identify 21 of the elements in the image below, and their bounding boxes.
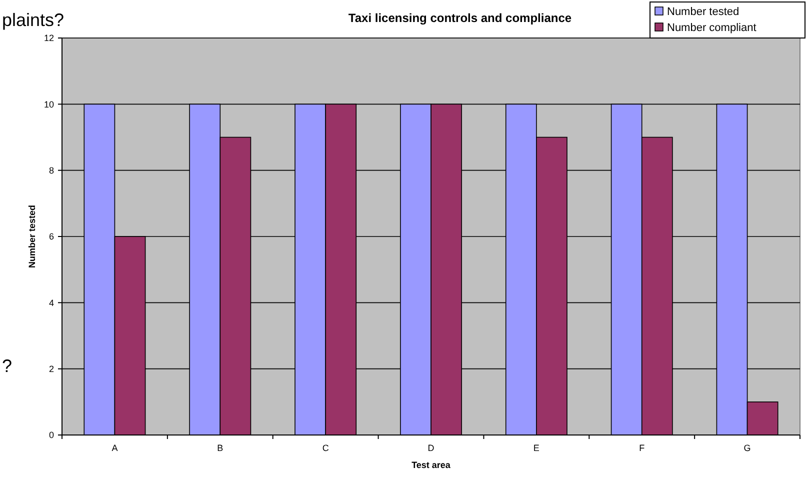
x-tick-label: G [744, 443, 751, 453]
x-tick-label: F [639, 443, 646, 453]
x-tick-label: C [322, 443, 330, 453]
text: plaints? [2, 10, 64, 30]
y-tick-label: 12 [44, 33, 54, 44]
x-axis-title: Test area [412, 460, 452, 470]
y-tick-label: 10 [44, 99, 54, 110]
y-tick-label: 2 [48, 364, 54, 374]
x-tick-label: B [217, 443, 224, 453]
y-tick-label: 8 [48, 165, 54, 176]
y-axis-title: Number tested [27, 204, 37, 268]
legend-label: Number tested [667, 6, 740, 18]
chart-title: Taxi licensing controls and compliance [348, 11, 572, 25]
x-tick-label: A [112, 443, 118, 453]
x-tick-label: D [428, 443, 435, 453]
x-tick-label: E [533, 443, 540, 453]
text: ? [2, 356, 12, 376]
legend-label: Number compliant [667, 22, 756, 34]
y-tick-label: 6 [48, 232, 54, 242]
y-tick-label: 0 [48, 430, 54, 440]
y-tick-label: 4 [48, 298, 54, 308]
